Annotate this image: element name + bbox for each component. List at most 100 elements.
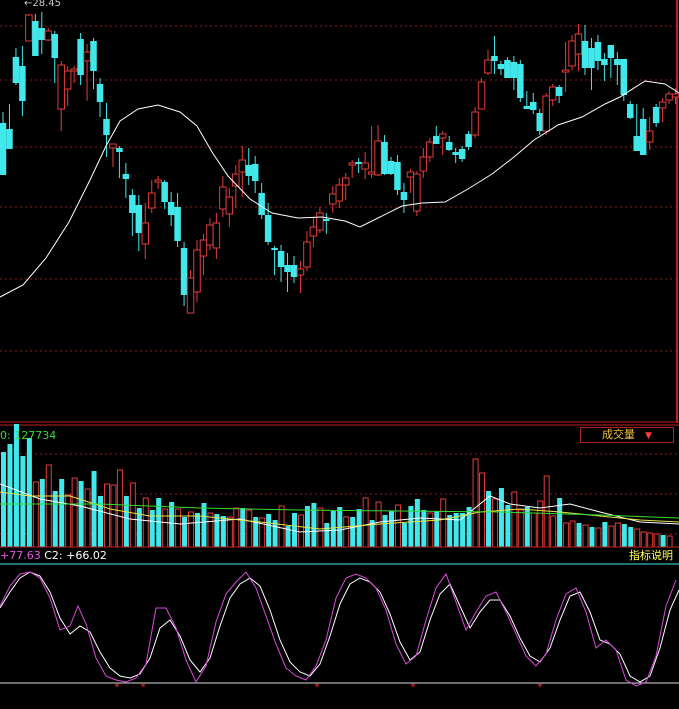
candle-body (374, 140, 382, 176)
candle-body (180, 248, 188, 295)
candle-body (141, 222, 150, 245)
candle-body (419, 156, 428, 172)
c1-value: +77.63 (0, 549, 41, 562)
indicator-help-button[interactable]: 指标说明 (629, 549, 673, 562)
indicator-select-label: 成交量 (602, 428, 636, 441)
volume-bar (440, 498, 447, 548)
volume-bar (511, 491, 518, 548)
candle-body (394, 162, 401, 190)
oscillator-chart[interactable]: * * * * * (0, 548, 679, 709)
volume-bar (602, 522, 608, 547)
candle-body (601, 59, 608, 65)
volume-bar (285, 526, 291, 547)
price-chart[interactable] (0, 0, 679, 423)
candle-body (542, 95, 550, 132)
volume-bar (110, 484, 117, 548)
volume-bar (460, 513, 466, 547)
signal-star-icon: * (315, 682, 320, 693)
volume-bar (628, 527, 634, 547)
volume-bar (297, 514, 304, 548)
volume-bar (272, 520, 278, 547)
volume-chart-panel[interactable]: 0: 127734 成交量 ▼ (0, 424, 679, 548)
volume-bar (589, 527, 595, 547)
candle-body (504, 60, 511, 78)
candle-body (477, 81, 486, 110)
volume-bar (634, 528, 641, 548)
volume-bar (350, 517, 356, 547)
volume-bar (486, 491, 491, 547)
signal-star-icon: * (538, 682, 543, 693)
candle-body (445, 142, 453, 150)
candle-body (116, 148, 123, 152)
candle-body (232, 173, 240, 187)
volume-bar (13, 424, 19, 547)
volume-bar (123, 496, 129, 547)
candle-body (309, 226, 318, 237)
volume-bar (84, 488, 91, 548)
candle-body (484, 59, 492, 74)
volume-bar (45, 464, 52, 548)
volume-bar (382, 515, 388, 547)
volume-bar (52, 491, 58, 547)
candle-body (594, 42, 602, 61)
volume-bar (91, 471, 97, 547)
candle-body (303, 241, 311, 268)
candle-body (70, 68, 78, 72)
volume-bar (304, 506, 310, 547)
volume-bar (479, 472, 486, 548)
candle-body (491, 56, 498, 61)
candle-body (517, 64, 524, 98)
candle-body (122, 174, 130, 179)
volume-bar (666, 535, 673, 548)
candle-body (335, 184, 344, 202)
volume-bar (182, 517, 188, 547)
volume-chart[interactable] (0, 424, 679, 548)
candle-body (568, 40, 576, 67)
dropdown-arrow-icon[interactable]: ▼ (645, 431, 652, 441)
volume-bar (466, 507, 472, 547)
volume-bar (136, 508, 142, 547)
volume-bar (421, 510, 427, 547)
volume-bar (491, 498, 498, 548)
indicator-select[interactable]: 成交量 ▼ (580, 427, 674, 443)
oscillator-panel[interactable]: * * * * * +77.63 C2: +66.02 指标说明 (0, 548, 679, 709)
candle-body (225, 196, 234, 215)
oscillator-header: +77.63 C2: +66.02 (0, 549, 107, 563)
candle-body (154, 179, 162, 183)
volume-bar (582, 524, 589, 548)
candle-body (588, 48, 595, 68)
candle-body (161, 182, 168, 202)
signal-star-icon: * (141, 682, 146, 693)
volume-bar (614, 522, 621, 548)
candle-body (620, 59, 628, 95)
candle-body (6, 129, 13, 149)
volume-bar (369, 520, 375, 547)
candle-body (665, 93, 673, 101)
volume-bar (195, 513, 200, 547)
candle-body (212, 222, 221, 249)
candle-body (581, 41, 589, 68)
candle-body (32, 21, 39, 56)
price-chart-panel[interactable]: ←28.45 (0, 0, 679, 423)
volume-bar (317, 507, 324, 548)
volume-bar (266, 514, 272, 547)
candle-body (607, 45, 615, 58)
candle-body (147, 192, 156, 209)
volume-bar (103, 483, 110, 548)
candle-body (251, 164, 259, 181)
candle-body (355, 162, 362, 164)
signal-star-icon: * (115, 682, 120, 693)
candle-body (426, 141, 434, 158)
candle-body (341, 177, 350, 186)
candle-body (510, 62, 518, 78)
candle-body (44, 30, 53, 41)
candle-body (400, 192, 408, 200)
volume-bar (401, 523, 407, 547)
candle-body (438, 133, 447, 139)
volume-bar (524, 507, 530, 547)
candle-body (548, 86, 557, 101)
candle-body (627, 104, 634, 118)
volume-bar (517, 509, 524, 548)
candle-body (25, 14, 33, 42)
candle-body (38, 28, 46, 40)
